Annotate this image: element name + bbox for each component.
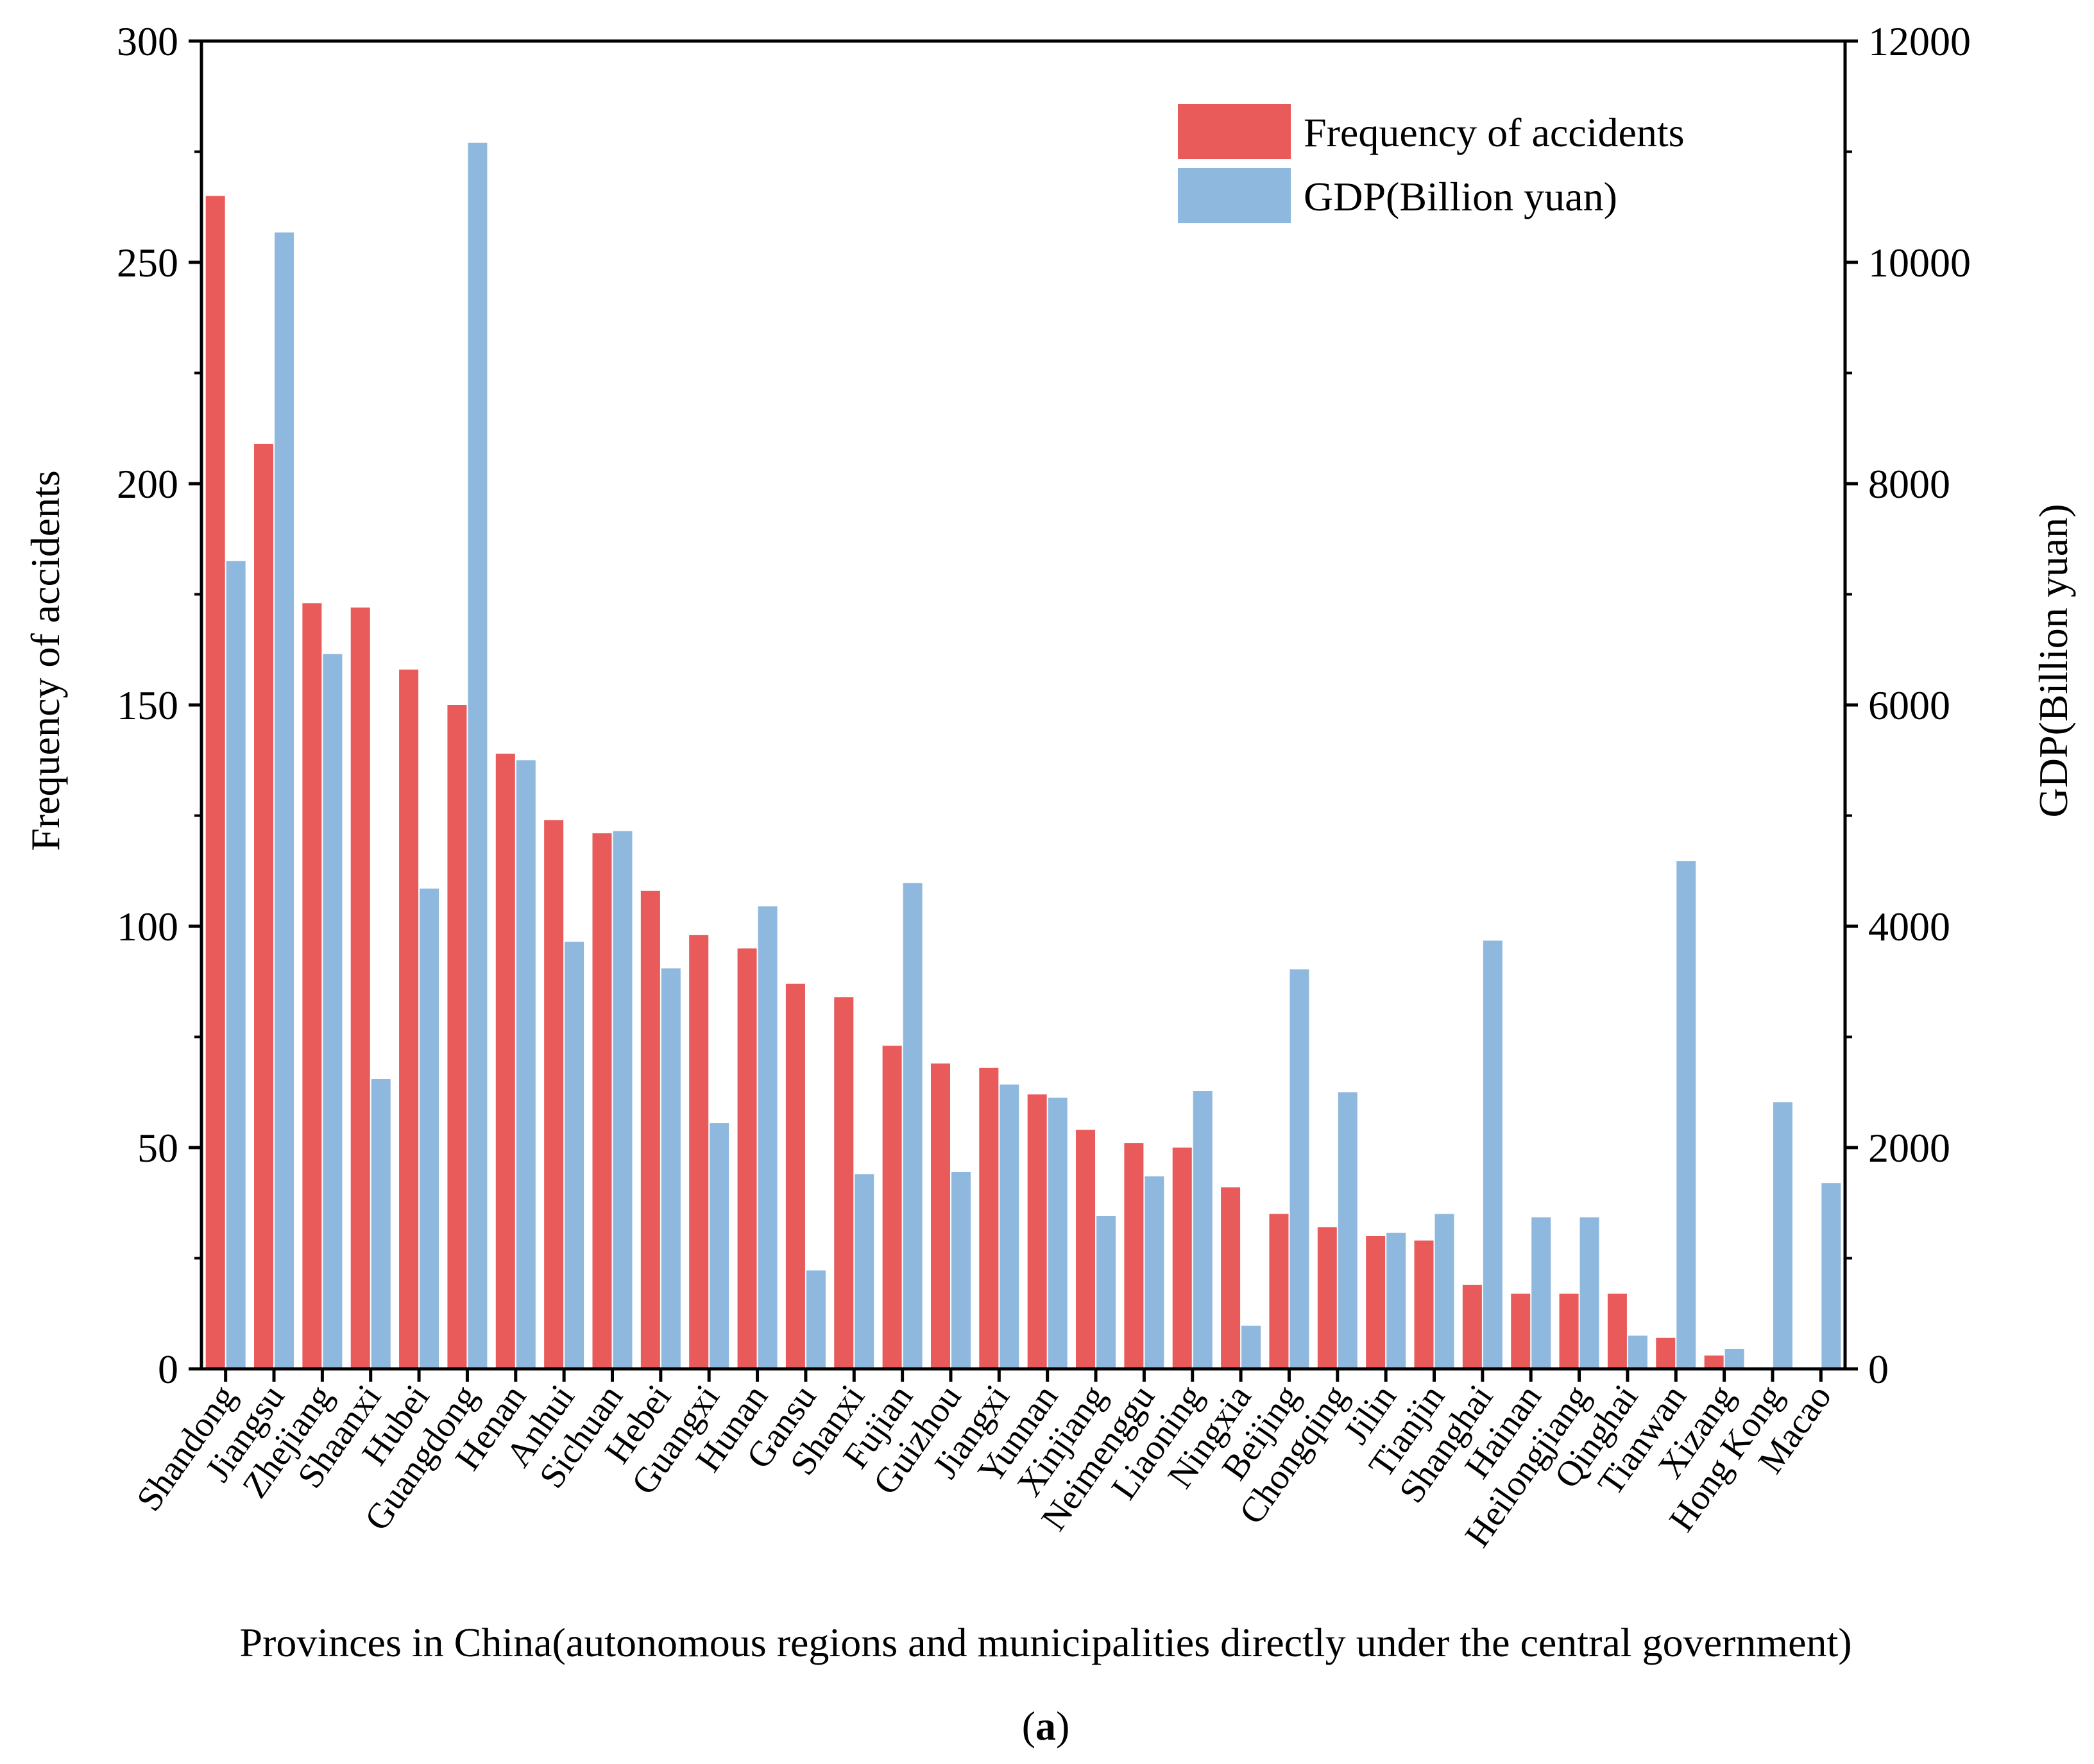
accident-bar — [399, 669, 419, 1369]
gdp-bar — [565, 942, 584, 1369]
gdp-bar — [1048, 1098, 1068, 1369]
gdp-bar — [1773, 1102, 1792, 1369]
gdp-bar — [1483, 940, 1502, 1369]
gdp-bar — [1434, 1214, 1454, 1369]
gdp-bar — [855, 1174, 874, 1369]
left-tick-label: 300 — [117, 19, 178, 64]
left-axis-ticks: 0 50 100 150 200 250 300 — [117, 19, 201, 1392]
accident-bar — [447, 705, 467, 1369]
left-tick-label: 0 — [158, 1346, 178, 1392]
accident-bar — [1656, 1337, 1676, 1369]
right-tick-label: 10000 — [1868, 240, 1971, 285]
accident-bar — [1027, 1094, 1047, 1369]
accident-bar — [1607, 1293, 1627, 1369]
accident-bar — [640, 890, 660, 1369]
accident-bar — [1366, 1236, 1386, 1369]
accident-bar — [1317, 1227, 1337, 1369]
accident-bars — [205, 196, 1724, 1370]
accident-bar — [1414, 1240, 1434, 1369]
accident-bar — [254, 443, 274, 1369]
gdp-bar — [1000, 1084, 1019, 1369]
right-tick-label: 6000 — [1868, 683, 1950, 728]
accident-bar — [1172, 1148, 1192, 1369]
accident-bar — [834, 997, 854, 1369]
gdp-bar — [1579, 1217, 1599, 1369]
accident-bar — [592, 833, 612, 1369]
left-tick-label: 150 — [117, 683, 178, 728]
accident-bar — [930, 1063, 950, 1369]
left-tick-label: 250 — [117, 240, 178, 285]
gdp-bar — [1096, 1216, 1116, 1369]
accident-bar — [1511, 1293, 1531, 1369]
legend: Frequency of accidents GDP(Billion yuan) — [1178, 104, 1685, 223]
gdp-bar — [806, 1270, 826, 1369]
figure-caption: (a) — [1022, 1703, 1070, 1749]
accident-bar — [1076, 1130, 1096, 1369]
gdp-bar — [323, 654, 343, 1369]
gdp-bar — [613, 831, 633, 1369]
right-axis-ticks: 0 2000 4000 6000 8000 10000 12000 — [1845, 19, 1971, 1392]
right-tick-label: 2000 — [1868, 1125, 1950, 1171]
legend-swatch-gdp — [1178, 168, 1291, 223]
gdp-bar — [420, 888, 439, 1369]
gdp-bar — [1724, 1348, 1744, 1369]
accident-bar — [544, 820, 564, 1369]
legend-swatch-accidents — [1178, 104, 1291, 159]
right-tick-label: 0 — [1868, 1346, 1889, 1392]
gdp-bar — [1821, 1183, 1841, 1369]
gdp-bar — [661, 968, 681, 1369]
right-axis-title: GDP(Billion yuan) — [2030, 504, 2076, 818]
left-tick-label: 200 — [117, 461, 178, 507]
accident-bar — [882, 1046, 902, 1369]
accident-bar — [1704, 1355, 1724, 1369]
x-axis-title: Provinces in China(autonomous regions an… — [239, 1620, 1851, 1665]
gdp-bar — [1193, 1091, 1213, 1369]
gdp-bar — [710, 1123, 729, 1369]
accident-bar — [979, 1067, 999, 1369]
gdp-bar — [1338, 1092, 1358, 1369]
gdp-bar — [516, 760, 536, 1369]
gdp-bar — [468, 142, 488, 1370]
accident-bar — [785, 983, 805, 1369]
gdp-bar — [1628, 1336, 1647, 1369]
accident-bar — [1559, 1293, 1579, 1369]
gdp-bar — [1531, 1217, 1551, 1369]
accident-bar — [1221, 1187, 1241, 1369]
gdp-bar — [371, 1079, 391, 1369]
gdp-bar — [758, 906, 778, 1369]
left-axis-title: Frequency of accidents — [22, 470, 68, 851]
right-tick-label: 12000 — [1868, 19, 1971, 64]
gdp-bar — [1386, 1232, 1406, 1369]
gdp-bar — [951, 1171, 971, 1369]
accident-bar — [1269, 1214, 1289, 1369]
accident-bar — [1462, 1284, 1482, 1369]
gdp-bar — [903, 883, 923, 1369]
left-tick-label: 100 — [117, 904, 178, 949]
gdp-bar — [226, 561, 246, 1369]
gdp-bar — [1241, 1325, 1261, 1369]
gdp-bars — [226, 142, 1841, 1370]
accident-bar — [205, 196, 225, 1369]
left-tick-label: 50 — [137, 1125, 178, 1171]
right-tick-label: 8000 — [1868, 461, 1950, 507]
gdp-bar — [1676, 861, 1696, 1369]
right-tick-label: 4000 — [1868, 904, 1950, 949]
accident-bar — [689, 935, 709, 1369]
legend-label-accidents: Frequency of accidents — [1304, 110, 1685, 155]
accident-bar — [302, 603, 322, 1369]
accident-bar — [737, 948, 757, 1369]
accident-bar — [495, 753, 515, 1369]
category-labels: ShandongJiangsuZhejiangShaanxiHubeiGuang… — [129, 1369, 1839, 1554]
gdp-bar — [1145, 1176, 1164, 1369]
gdp-bar — [275, 232, 294, 1369]
accident-bar — [1124, 1143, 1144, 1369]
legend-label-gdp: GDP(Billion yuan) — [1304, 174, 1617, 219]
gdp-bar — [1290, 969, 1309, 1369]
accident-bar — [350, 607, 370, 1370]
